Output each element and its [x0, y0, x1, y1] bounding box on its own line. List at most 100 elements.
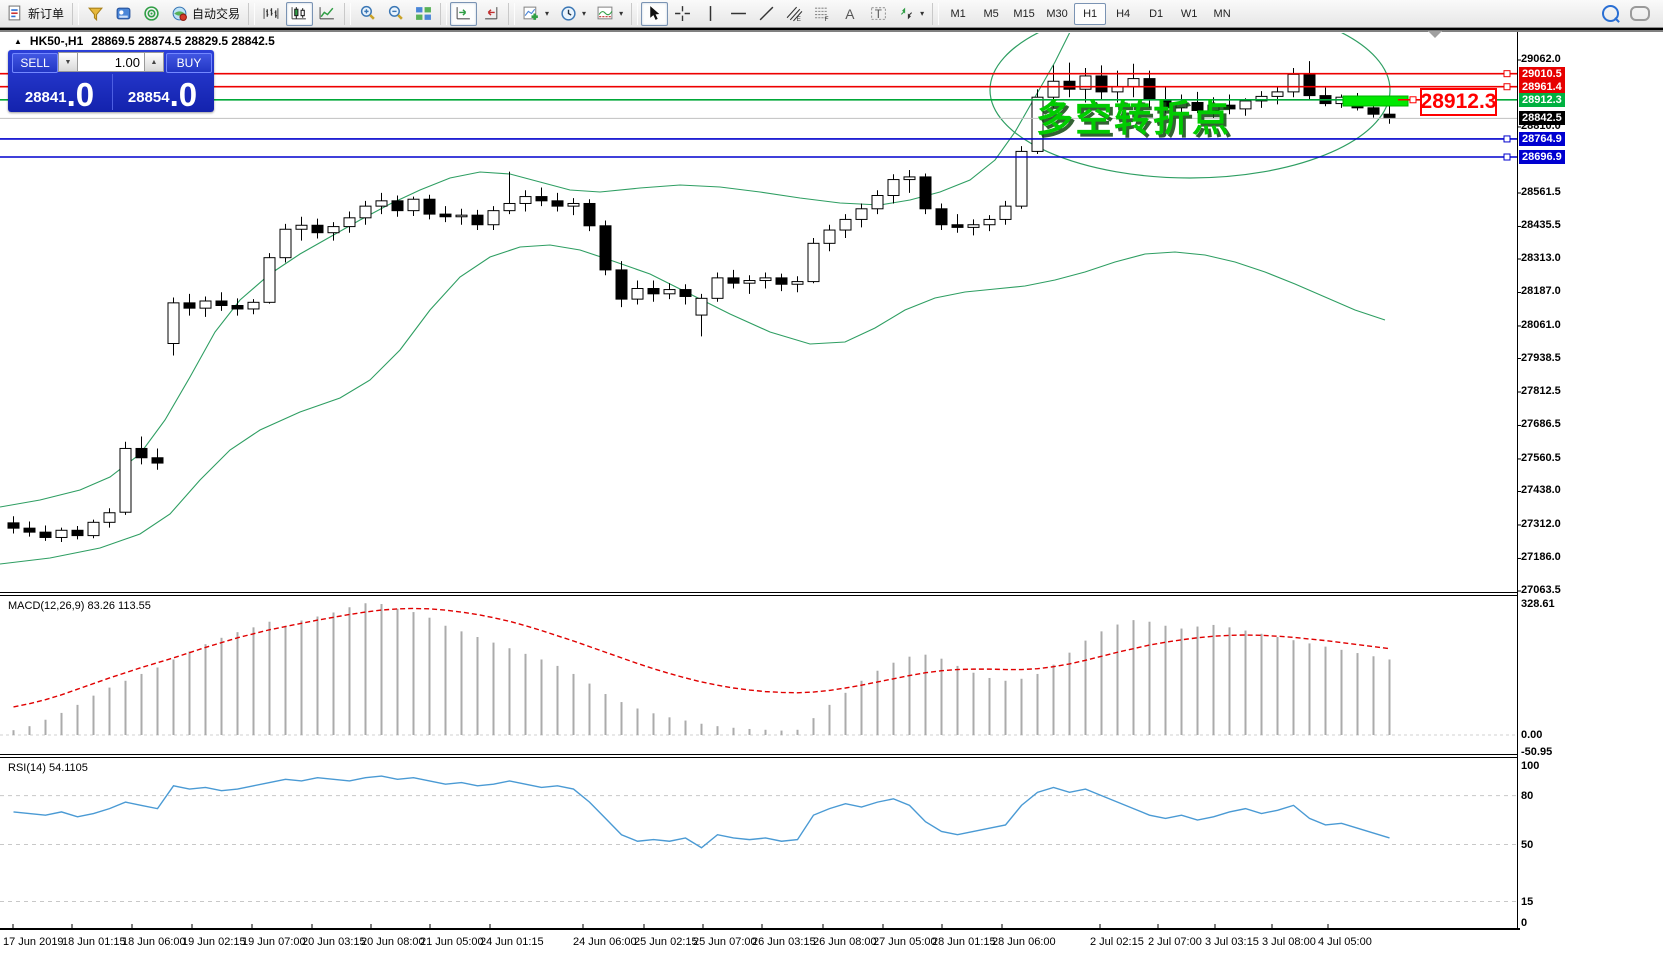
volume-input[interactable]: 1.00 — [78, 52, 144, 72]
new-order-icon — [8, 5, 21, 21]
price-tick-label: 28435.5 — [1521, 219, 1561, 232]
timeframe-button-h1[interactable]: H1 — [1074, 2, 1107, 25]
data-window-icon — [116, 7, 131, 20]
fibonacci-button[interactable]: F — [809, 2, 836, 26]
text-label-button[interactable]: T — [865, 2, 892, 26]
navigator-button[interactable] — [138, 2, 165, 26]
periods-button[interactable]: ▾ — [555, 2, 591, 26]
line-handle[interactable] — [1503, 70, 1511, 78]
time-axis-label: 4 Jul 05:00 — [1318, 936, 1372, 948]
chart-shift-button[interactable] — [478, 2, 505, 26]
market-watch-button[interactable] — [82, 2, 109, 26]
new-order-label: 新订单 — [28, 7, 65, 21]
cursor-button[interactable] — [641, 1, 669, 26]
time-axis-label: 18 Jun 06:00 — [122, 936, 186, 948]
timeframe-button-m5[interactable]: M5 — [983, 7, 999, 20]
new-order-button[interactable]: 新订单 — [2, 2, 69, 26]
timeframe-button-w1[interactable]: W1 — [1180, 7, 1198, 20]
price-badge: 29010.5 — [1519, 66, 1565, 81]
tile-windows-button[interactable] — [410, 2, 437, 26]
time-axis-label: 17 Jun 2019 — [3, 936, 64, 948]
macd-indicator-label: MACD(12,26,9) 83.26 113.55 — [8, 600, 151, 612]
toolbar-separator — [932, 2, 940, 25]
price-tick-label: 27063.5 — [1521, 584, 1561, 596]
toolbar-separator — [508, 2, 516, 25]
scroll-to-end-marker[interactable] — [1428, 31, 1442, 38]
templates-button[interactable]: ▾ — [592, 2, 628, 26]
candle-chart-icon — [291, 7, 306, 20]
sell-price[interactable]: 28841 .0 — [24, 76, 95, 113]
templates-caret[interactable]: ▾ — [619, 9, 624, 18]
text-annotation[interactable]: 多空转折点 — [1036, 98, 1231, 139]
buy-button[interactable]: BUY — [166, 53, 212, 73]
time-axis-label: 2 Jul 02:15 — [1090, 936, 1144, 948]
collapse-arrow-icon[interactable]: ▲ — [14, 36, 22, 46]
toolbar-separator — [631, 2, 639, 25]
zoom-out-button[interactable] — [382, 2, 409, 26]
sell-button[interactable]: SELL — [12, 53, 58, 73]
rsi-pane[interactable] — [0, 775, 1517, 903]
chart-title: ▲ HK50-,H1 28869.5 28874.5 28829.5 28842… — [14, 34, 275, 48]
fibonacci-icon: F — [815, 7, 829, 22]
timeframe-button-m1[interactable]: M1 — [950, 7, 966, 20]
line-handle[interactable] — [1503, 83, 1511, 91]
horizontal-line-button[interactable] — [725, 2, 752, 26]
price-tick-label: 27938.5 — [1521, 351, 1561, 364]
arrows-button[interactable]: ▾ — [893, 2, 929, 26]
timeframe-button-mn[interactable]: MN — [1213, 7, 1231, 20]
equidistant-channel-icon: E — [786, 6, 803, 22]
indicators-caret[interactable]: ▾ — [545, 9, 550, 18]
candle-chart-button[interactable] — [286, 1, 314, 26]
time-axis-label: 25 Jun 02:15 — [634, 936, 698, 948]
search-button[interactable] — [1597, 2, 1624, 26]
line-handle[interactable] — [1409, 96, 1417, 104]
auto-scroll-button[interactable] — [450, 1, 478, 26]
text-button[interactable]: A — [837, 2, 864, 26]
autotrading-label: 自动交易 — [192, 7, 241, 21]
time-axis-label: 27 Jun 05:00 — [873, 936, 937, 948]
time-axis-label: 24 Jun 06:00 — [573, 936, 637, 948]
chart-canvas[interactable] — [0, 30, 1663, 952]
svg-text:E: E — [797, 16, 801, 22]
vertical-line-button[interactable] — [697, 2, 724, 26]
equidistant-channel-button[interactable]: E — [781, 2, 808, 26]
autotrading-button[interactable]: 自动交易 — [166, 2, 245, 26]
periods-caret[interactable]: ▾ — [582, 9, 587, 18]
arrows-caret[interactable]: ▾ — [920, 9, 925, 18]
indicators-icon — [523, 6, 538, 20]
zoom-in-button[interactable] — [354, 2, 381, 26]
upper-band[interactable] — [0, 30, 1082, 508]
ellipse-annotation[interactable] — [989, 30, 1391, 179]
crosshair-icon — [675, 6, 691, 21]
highlight-rect-annotation[interactable] — [1342, 95, 1409, 107]
toolbar-separator — [344, 2, 352, 25]
trendline-button[interactable] — [753, 2, 780, 26]
line-handle[interactable] — [1503, 135, 1511, 143]
main-price-pane[interactable] — [0, 30, 1517, 565]
timeframe-button-h4[interactable]: H4 — [1116, 7, 1131, 20]
rsi-tick-label: 100 — [1521, 760, 1540, 772]
volume-down-button[interactable]: ▼ — [58, 52, 78, 72]
toolbar-separator — [72, 2, 80, 25]
price-level-box[interactable]: 28912.3 — [1420, 87, 1497, 116]
data-window-button[interactable] — [110, 2, 137, 26]
timeframe-button-m30[interactable]: M30 — [1046, 7, 1068, 20]
indicators-button[interactable]: ▾ — [518, 2, 554, 26]
rsi-tick-label: 15 — [1521, 895, 1534, 908]
buy-price[interactable]: 28854 .0 — [112, 74, 212, 111]
autotrading-icon — [172, 6, 187, 21]
timeframe-button-d1[interactable]: D1 — [1149, 7, 1164, 20]
price-badge: 28961.4 — [1519, 79, 1565, 94]
time-axis-label: 19 Jun 02:15 — [182, 936, 246, 948]
toolbar-separator — [248, 2, 256, 25]
bar-chart-button[interactable] — [258, 2, 285, 26]
crosshair-button[interactable] — [669, 2, 696, 26]
lower-band[interactable] — [0, 244, 1386, 565]
main-toolbar: 新订单 自动交易 ▾ ▾ — [0, 0, 1663, 28]
line-chart-button[interactable] — [314, 2, 341, 26]
macd-pane[interactable] — [0, 603, 1517, 736]
timeframe-button-m15[interactable]: M15 — [1013, 7, 1035, 20]
chat-button[interactable] — [1625, 2, 1655, 26]
volume-up-button[interactable]: ▲ — [144, 52, 164, 72]
line-handle[interactable] — [1503, 153, 1511, 161]
